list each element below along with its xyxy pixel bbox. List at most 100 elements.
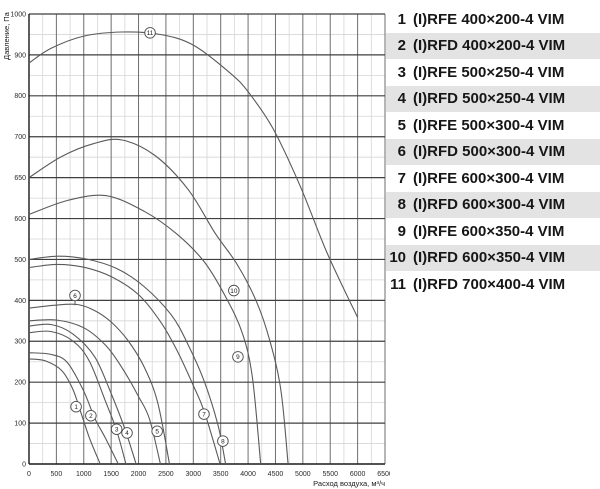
curve-label-circle [144, 27, 156, 39]
legend-row-5: 5 (I)RFE 500×300-4 VIM [386, 112, 600, 139]
y-axis-title: Давление, Па [2, 11, 11, 60]
curve-label-circle [151, 425, 163, 438]
legend-item-label: (I)RFE 600×300-4 VIM [413, 169, 565, 187]
grid-major-lines [29, 13, 386, 464]
y-tick-label: 400 [14, 298, 26, 305]
x-tick-label: 2000 [131, 471, 147, 478]
y-tick-label: 650 [14, 175, 26, 182]
y-tick-label: 200 [14, 380, 26, 387]
y-tick-label: 1000 [10, 11, 26, 18]
legend-row-3: 3 (I)RFE 500×250-4 VIM [386, 59, 600, 86]
y-tick-label: 900 [14, 52, 26, 59]
axis-tick-labels: 0 100 200 300 400 500 600 650 700 800 900 1000 0 500 1… [10, 11, 392, 478]
y-tick-label: 0 [22, 461, 26, 468]
fan-curve-11 [28, 31, 359, 318]
legend-item-label: (I)RFE 600×350-4 VIM [413, 222, 565, 240]
x-tick-label: 6000 [350, 471, 366, 478]
legend-item-label: (I)RFE 400×200-4 VIM [413, 10, 565, 28]
x-tick-label: 4500 [268, 471, 284, 478]
curve-label-number: 8 [221, 438, 225, 445]
legend-item-number: 7 [397, 169, 406, 187]
x-tick-label: 3500 [213, 471, 229, 478]
curve-label-circle [228, 284, 240, 297]
legend-item-label: (I)RFE 500×250-4 VIM [413, 63, 565, 81]
curve-label-11: 11 [144, 27, 156, 39]
curve-label-circle [232, 351, 244, 363]
legend-item-number: 5 [397, 116, 406, 134]
legend-item-label: (I)RFD 500×300-4 VIM [413, 143, 566, 161]
legend-row-10: 10 (I)RFD 600×350-4 VIM [386, 244, 600, 271]
curve-label-2: 2 [85, 409, 97, 422]
fan-curve-10 [28, 138, 289, 465]
curve-label-number: 9 [236, 354, 240, 361]
pressure-flow-chart: 1 2 3 4 5 6 7 8 9 10 11 0 100 200 300 400 500 600 650 700 8… [2, 11, 393, 488]
x-tick-label: 0 [27, 471, 31, 478]
legend-row-6: 6 (I)RFD 500×300-4 VIM [386, 138, 600, 165]
curve-label-number: 4 [125, 430, 129, 437]
curve-label-number: 2 [89, 413, 93, 420]
y-tick-label: 300 [14, 339, 26, 346]
legend-item-number: 2 [397, 37, 406, 55]
curve-label-9: 9 [232, 351, 244, 363]
curve-label-1: 1 [70, 400, 82, 413]
curve-number-badges: 1 2 34 5 6 7 8 9 10 11 [69, 27, 244, 447]
fan-curve-2 [28, 352, 119, 465]
legend-item-label: (I)RFD 500×250-4 VIM [413, 90, 566, 108]
legend-item-label: (I)RFD 600×350-4 VIM [413, 249, 566, 267]
fan-curve-7 [28, 263, 221, 465]
legend-item-number: 3 [397, 63, 406, 81]
y-tick-label: 100 [14, 420, 26, 427]
pressure-flow-chart-svg: 1 2 34 5 6 7 8 9 10 11 0 100 200 300 400 500 600 650 700 8… [2, 11, 393, 488]
curve-label-number: 5 [155, 429, 159, 436]
legend-row-2: 2 (I)RFD 400×200-4 VIM [386, 32, 600, 59]
x-tick-label: 2500 [158, 471, 174, 478]
x-tick-label: 6500 [377, 471, 390, 478]
fan-curve-1 [28, 358, 101, 465]
legend-item-number: 8 [397, 196, 406, 214]
curve-label-number: 11 [147, 30, 154, 37]
legend-row-4: 4 (I)RFD 500×250-4 VIM [386, 85, 600, 112]
curve-label-circle [69, 289, 81, 302]
y-tick-label: 800 [14, 93, 26, 100]
curve-label-4: 4 [121, 427, 133, 439]
model-legend: 1 (I)RFE 400×200-4 VIM 2 (I)RFD 400×200-4 V… [386, 6, 600, 298]
legend-row-7: 7 (I)RFE 600×300-4 VIM [386, 165, 600, 192]
curve-label-number: 1 [74, 404, 78, 411]
legend-item-label: (I)RFD 400×200-4 VIM [413, 37, 566, 55]
fan-curves [28, 31, 359, 465]
axis-lines [28, 14, 385, 465]
curve-label-number: 6 [73, 293, 77, 300]
x-tick-label: 1000 [76, 471, 92, 478]
x-tick-label: 5000 [295, 471, 311, 478]
x-tick-label: 500 [51, 471, 63, 478]
x-tick-label: 4000 [240, 471, 256, 478]
curve-label-circle [198, 408, 210, 420]
legend-item-number: 10 [389, 249, 406, 267]
x-tick-label: 1500 [103, 471, 119, 478]
fan-curve-5 [28, 319, 161, 465]
curve-label-5: 5 [151, 425, 163, 438]
fan-curve-9 [28, 194, 262, 465]
curve-label-number: 10 [230, 288, 238, 295]
legend-item-label: (I)RFD 600×300-4 VIM [413, 196, 566, 214]
legend-row-8: 8 (I)RFD 600×300-4 VIM [386, 191, 600, 218]
legend-item-number: 11 [390, 275, 406, 293]
legend-item-number: 1 [397, 10, 406, 28]
curve-label-circle [217, 435, 229, 447]
legend-row-11: 11 (I)RFD 700×400-4 VIM [386, 271, 600, 298]
x-axis-title: Расход воздуха, м³/ч [313, 479, 385, 488]
curve-label-circle [110, 423, 123, 435]
legend-item-label: (I)RFE 500×300-4 VIM [413, 116, 565, 134]
y-tick-label: 600 [14, 216, 26, 223]
curve-label-number: 7 [202, 411, 206, 418]
curve-label-circle [85, 409, 97, 422]
curve-label-6: 6 [69, 289, 81, 306]
curve-label-number: 3 [115, 427, 119, 434]
y-tick-label: 500 [14, 257, 26, 264]
legend-item-label: (I)RFD 700×400-4 VIM [413, 275, 566, 293]
curve-label-circle [70, 400, 82, 413]
curve-label-8: 8 [217, 435, 229, 447]
legend-row-1: 1 (I)RFE 400×200-4 VIM [386, 6, 600, 33]
x-tick-label: 5500 [322, 471, 338, 478]
